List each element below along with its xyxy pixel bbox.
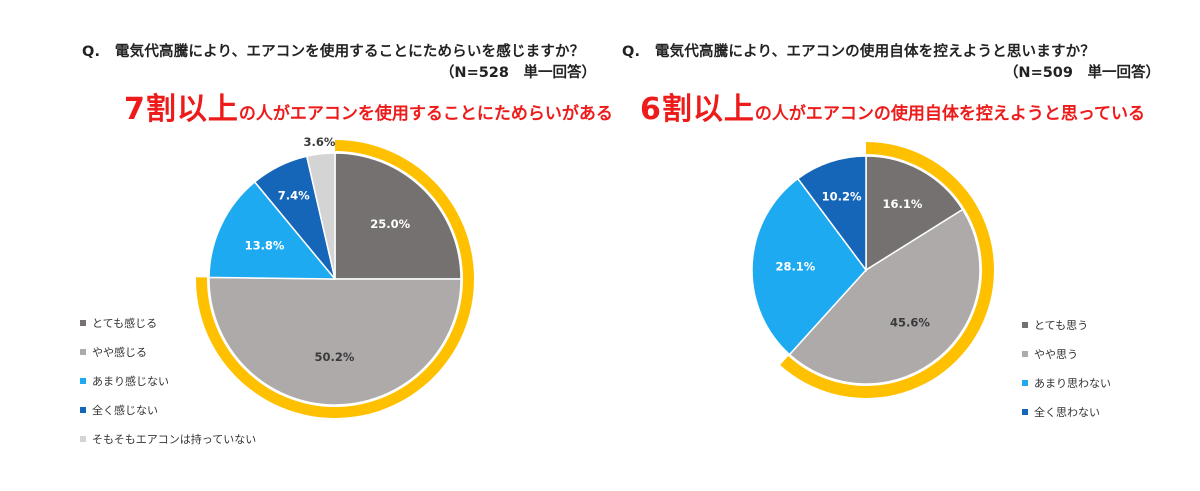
pie-slice-4 xyxy=(796,155,867,273)
legend-label: やや思う xyxy=(1034,347,1078,361)
chart-panel-right: Q. 電気代高騰により、エアコンの使用自体を控えようと思いますか？ （N=509… xyxy=(600,0,1200,491)
slice-value-label: 16.1% xyxy=(883,197,923,211)
slice-value-label: 10.2% xyxy=(822,189,862,203)
legend-item: とても感じる xyxy=(80,308,256,337)
legend-swatch xyxy=(80,377,86,384)
chart-panel-left: Q. 電気代高騰により、エアコンを使用することにためらいを感じますか？ （N=5… xyxy=(80,44,613,453)
legend-swatch xyxy=(80,319,86,326)
pie-chart-right: 16.1% 45.6% 28.1% 10.2% xyxy=(751,142,995,398)
headline-text: の人がエアコンの使用自体を控えようと思っている xyxy=(754,104,1146,124)
legend-item: あまり思わない xyxy=(1022,368,1111,397)
legend-item: とても思う xyxy=(1022,310,1111,339)
slice-value-label: 28.1% xyxy=(775,260,815,274)
legend-label: 全く思わない xyxy=(1034,405,1100,419)
pie-slice-3 xyxy=(208,180,337,280)
legend-label: 全く感じない xyxy=(92,403,158,417)
legend-item: 全く感じない xyxy=(80,395,256,424)
question-title: Q. 電気代高騰により、エアコンを使用することにためらいを感じますか？ xyxy=(82,44,585,60)
legend-label: とても感じる xyxy=(92,316,158,330)
headline-text: の人がエアコンを使用することにためらいがある xyxy=(238,104,613,124)
sample-size-label: （N=528 単一回答） xyxy=(439,65,596,81)
slice-value-label: 3.6% xyxy=(303,135,335,149)
headline-emphasis: 6割以上 xyxy=(640,92,755,127)
headline: 6割以上の人がエアコンの使用自体を控えようと思っている xyxy=(640,84,1145,128)
pie-chart-left: 25.0% 50.2% 13.8% 7.4% 3.6% xyxy=(195,135,474,419)
legend-left: とても感じる やや感じるあまり感じない 全く感じないそもそもエアコンは持っていない xyxy=(80,308,256,453)
headline-emphasis: 7割以上 xyxy=(124,92,239,127)
legend-right: とても思うやや思うあまり思わない 全く思わない xyxy=(1022,310,1111,426)
legend-label: やや感じる xyxy=(92,345,147,359)
pie-slice-1 xyxy=(865,155,964,272)
legend-swatch xyxy=(80,435,86,442)
legend-item: やや感じる xyxy=(80,337,256,366)
legend-item: あまり感じない xyxy=(80,366,256,395)
legend-item: 全く思わない xyxy=(1022,397,1111,426)
legend-swatch xyxy=(80,406,86,413)
pie-slice-3 xyxy=(751,177,867,356)
legend-item: そもそもエアコンは持っていない xyxy=(80,424,256,453)
legend-label: そもそもエアコンは持っていない xyxy=(92,432,257,446)
question-title: Q. 電気代高騰により、エアコンの使用自体を控えようと思いますか？ xyxy=(622,44,1096,60)
slice-value-label: 45.6% xyxy=(890,315,930,329)
highlight-ring xyxy=(780,142,995,398)
headline: 7割以上の人がエアコンを使用することにためらいがある xyxy=(124,84,613,128)
legend-label: とても思う xyxy=(1034,318,1089,332)
slice-value-label: 25.0% xyxy=(370,217,410,231)
legend-swatch xyxy=(1022,379,1028,386)
legend-label: あまり思わない xyxy=(1034,376,1111,390)
legend-swatch xyxy=(80,348,86,355)
pie-slice-1 xyxy=(334,152,462,280)
slice-value-label: 7.4% xyxy=(278,188,310,202)
slice-value-label: 13.8% xyxy=(245,238,285,252)
legend-swatch xyxy=(1022,408,1028,415)
pie-slice-2 xyxy=(208,276,462,406)
pie-slice-5 xyxy=(305,152,336,280)
legend-swatch xyxy=(1022,350,1028,357)
legend-swatch xyxy=(1022,321,1028,328)
sample-size-label: （N=509 単一回答） xyxy=(1003,65,1160,81)
slice-value-label: 50.2% xyxy=(315,350,355,364)
legend-label: あまり感じない xyxy=(92,374,169,388)
legend-item: やや思う xyxy=(1022,339,1111,368)
pie-slice-2 xyxy=(788,208,981,385)
